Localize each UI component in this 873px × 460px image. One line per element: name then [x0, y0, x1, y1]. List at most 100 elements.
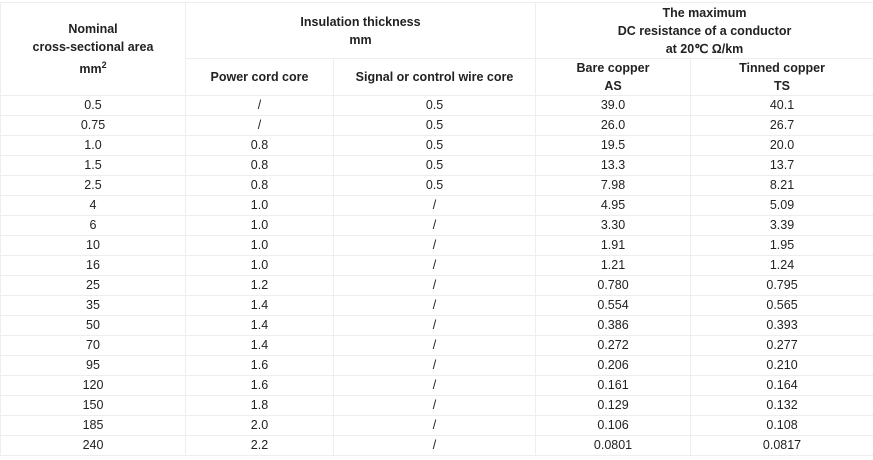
cell-signal: 0.5	[334, 96, 536, 116]
cell-signal: /	[334, 336, 536, 356]
cell-power-cord: /	[186, 96, 334, 116]
cell-tinned-copper: 8.21	[691, 176, 873, 196]
cell-area: 240	[1, 436, 186, 456]
cell-tinned-copper: 0.164	[691, 376, 873, 396]
cell-power-cord: 1.4	[186, 316, 334, 336]
cell-signal: /	[334, 396, 536, 416]
cell-tinned-copper: 0.210	[691, 356, 873, 376]
cell-power-cord: 1.6	[186, 356, 334, 376]
cell-bare-copper: 7.98	[536, 176, 691, 196]
cell-area: 1.5	[1, 156, 186, 176]
cell-signal: /	[334, 416, 536, 436]
cell-bare-copper: 0.554	[536, 296, 691, 316]
cell-signal: 0.5	[334, 136, 536, 156]
cell-area: 16	[1, 256, 186, 276]
cell-power-cord: 1.0	[186, 216, 334, 236]
cell-power-cord: 0.8	[186, 176, 334, 196]
cell-signal: /	[334, 196, 536, 216]
cell-bare-copper: 0.106	[536, 416, 691, 436]
cell-tinned-copper: 0.108	[691, 416, 873, 436]
cell-tinned-copper: 20.0	[691, 136, 873, 156]
cell-tinned-copper: 0.795	[691, 276, 873, 296]
cell-bare-copper: 3.30	[536, 216, 691, 236]
cell-bare-copper: 0.0801	[536, 436, 691, 456]
cell-signal: 0.5	[334, 116, 536, 136]
cell-area: 25	[1, 276, 186, 296]
cell-area: 2.5	[1, 176, 186, 196]
cell-bare-copper: 0.129	[536, 396, 691, 416]
cell-signal: /	[334, 256, 536, 276]
cell-area: 35	[1, 296, 186, 316]
cell-tinned-copper: 0.565	[691, 296, 873, 316]
cell-area: 70	[1, 336, 186, 356]
cell-power-cord: 0.8	[186, 136, 334, 156]
cell-signal: /	[334, 376, 536, 396]
cell-bare-copper: 0.161	[536, 376, 691, 396]
cell-area: 0.75	[1, 116, 186, 136]
cell-power-cord: 1.4	[186, 296, 334, 316]
cell-area: 10	[1, 236, 186, 256]
cell-area: 95	[1, 356, 186, 376]
cell-tinned-copper: 0.393	[691, 316, 873, 336]
header-signal: Signal or control wire core	[334, 59, 536, 96]
cell-bare-copper: 19.5	[536, 136, 691, 156]
cell-bare-copper: 1.21	[536, 256, 691, 276]
cell-area: 50	[1, 316, 186, 336]
cell-area: 6	[1, 216, 186, 236]
cell-bare-copper: 0.206	[536, 356, 691, 376]
cell-signal: /	[334, 356, 536, 376]
cell-power-cord: /	[186, 116, 334, 136]
cell-power-cord: 1.0	[186, 196, 334, 216]
cell-signal: /	[334, 316, 536, 336]
cell-bare-copper: 39.0	[536, 96, 691, 116]
cell-tinned-copper: 0.132	[691, 396, 873, 416]
cell-bare-copper: 4.95	[536, 196, 691, 216]
cell-signal: /	[334, 216, 536, 236]
cell-signal: /	[334, 436, 536, 456]
cell-bare-copper: 26.0	[536, 116, 691, 136]
cell-power-cord: 1.0	[186, 256, 334, 276]
cell-tinned-copper: 5.09	[691, 196, 873, 216]
cell-signal: 0.5	[334, 156, 536, 176]
cell-power-cord: 0.8	[186, 156, 334, 176]
cell-power-cord: 1.6	[186, 376, 334, 396]
cell-tinned-copper: 13.7	[691, 156, 873, 176]
cell-area: 120	[1, 376, 186, 396]
cell-area: 1.0	[1, 136, 186, 156]
cell-bare-copper: 0.272	[536, 336, 691, 356]
cell-bare-copper: 13.3	[536, 156, 691, 176]
cell-power-cord: 2.2	[186, 436, 334, 456]
cell-area: 150	[1, 396, 186, 416]
cell-power-cord: 1.0	[186, 236, 334, 256]
cell-signal: /	[334, 276, 536, 296]
cell-signal: /	[334, 296, 536, 316]
cell-bare-copper: 1.91	[536, 236, 691, 256]
cell-signal: /	[334, 236, 536, 256]
cell-power-cord: 1.4	[186, 336, 334, 356]
cell-power-cord: 2.0	[186, 416, 334, 436]
cell-tinned-copper: 3.39	[691, 216, 873, 236]
cell-area: 4	[1, 196, 186, 216]
cell-power-cord: 1.2	[186, 276, 334, 296]
